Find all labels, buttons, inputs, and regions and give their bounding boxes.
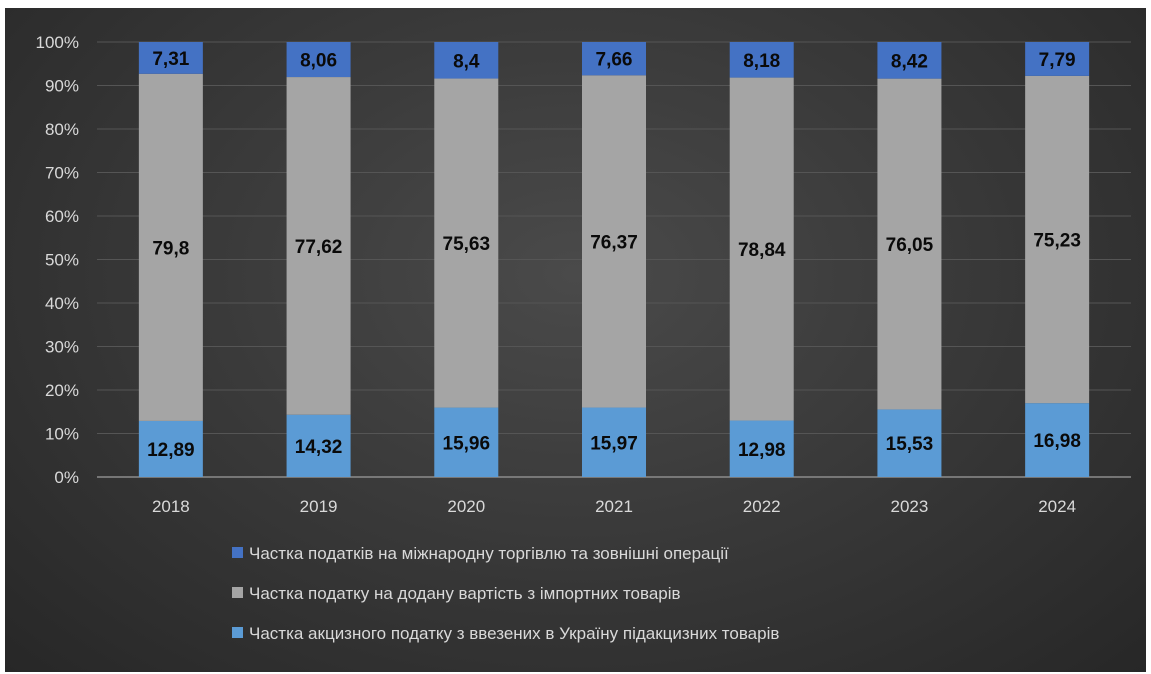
- x-tick-label: 2021: [595, 497, 633, 516]
- bar-segment: [138, 42, 203, 74]
- x-tick-label: 2018: [152, 497, 190, 516]
- y-tick-label: 0%: [54, 468, 79, 487]
- y-tick-label: 30%: [45, 338, 79, 357]
- y-tick-label: 80%: [45, 120, 79, 139]
- legend-label: Частка акцизного податку з ввезених в Ук…: [249, 624, 779, 643]
- legend: Частка податків на міжнародну торгівлю т…: [232, 544, 779, 643]
- bar-segment: [286, 42, 351, 78]
- data-label: 76,05: [886, 235, 934, 256]
- y-tick-label: 50%: [45, 251, 79, 270]
- bar-segment: [434, 78, 499, 408]
- data-label: 7,79: [1039, 50, 1076, 71]
- data-label: 12,98: [738, 440, 786, 461]
- chart-frame: 0% 10% 20% 30% 40% 50% 60% 70% 80% 90% 100% 12,89 7…: [5, 8, 1146, 672]
- y-tick-label: 100%: [36, 33, 79, 52]
- data-label: 77,62: [295, 237, 343, 258]
- bar-segment: [582, 407, 646, 477]
- bar-segment: [582, 42, 646, 76]
- data-label: 16,98: [1033, 431, 1081, 452]
- bar-segment: [582, 75, 646, 408]
- bar-segment: [138, 73, 203, 421]
- data-label: 7,66: [596, 50, 633, 71]
- bar-segment: [1025, 403, 1090, 477]
- legend-label: Частка податку на додану вартість з імпо…: [249, 584, 681, 603]
- bar-segment: [729, 77, 794, 421]
- x-tick-label: 2019: [300, 497, 338, 516]
- x-tick-label: 2020: [447, 497, 485, 516]
- data-label: 8,4: [453, 51, 480, 72]
- bar-segment: [286, 77, 351, 415]
- data-label: 15,97: [590, 433, 638, 454]
- bar-segment: [138, 420, 203, 477]
- data-label: 15,53: [886, 434, 934, 455]
- y-tick-label: 40%: [45, 294, 79, 313]
- legend-swatch: [232, 627, 243, 638]
- data-labels: 12,89 79,8 7,31 14,32 77,62 8,06 15,96 75,63 8,4…: [147, 49, 1081, 461]
- y-tick-label: 10%: [45, 425, 79, 444]
- data-label: 12,89: [147, 440, 195, 461]
- x-tick-label: 2024: [1038, 497, 1076, 516]
- bar-segment: [877, 78, 942, 410]
- bar-segment: [434, 407, 499, 477]
- bar-segment: [729, 42, 794, 78]
- x-tick-label: 2022: [743, 497, 781, 516]
- data-label: 79,8: [152, 238, 189, 259]
- data-label: 8,18: [743, 51, 780, 72]
- bar-segment: [286, 414, 351, 477]
- x-tick-label: 2023: [891, 497, 929, 516]
- bar-segment: [877, 409, 942, 477]
- y-axis-ticks: 0% 10% 20% 30% 40% 50% 60% 70% 80% 90% 100%: [36, 33, 79, 487]
- data-label: 75,23: [1033, 231, 1081, 252]
- data-label: 7,31: [152, 49, 189, 70]
- legend-swatch: [232, 547, 243, 558]
- bar-segment: [1025, 42, 1090, 76]
- legend-swatch: [232, 587, 243, 598]
- y-tick-label: 60%: [45, 207, 79, 226]
- bar-segment: [1025, 75, 1090, 404]
- data-label: 78,84: [738, 240, 786, 261]
- bar-segment: [729, 420, 794, 477]
- data-label: 76,37: [590, 232, 638, 253]
- stacked-bar-chart: 0% 10% 20% 30% 40% 50% 60% 70% 80% 90% 100% 12,89 7…: [36, 33, 1131, 643]
- bars: [138, 42, 1090, 477]
- x-axis-ticks: 2018 2019 2020 2021 2022 2023 2024: [152, 497, 1076, 516]
- bar-segment: [877, 42, 942, 79]
- y-tick-label: 90%: [45, 77, 79, 96]
- data-label: 75,63: [443, 234, 491, 255]
- y-tick-label: 70%: [45, 164, 79, 183]
- legend-label: Частка податків на міжнародну торгівлю т…: [249, 544, 729, 563]
- data-label: 14,32: [295, 437, 343, 458]
- bar-segment: [434, 42, 499, 79]
- y-tick-label: 20%: [45, 381, 79, 400]
- data-label: 8,06: [300, 51, 337, 72]
- data-label: 8,42: [891, 51, 928, 72]
- data-label: 15,96: [443, 433, 491, 454]
